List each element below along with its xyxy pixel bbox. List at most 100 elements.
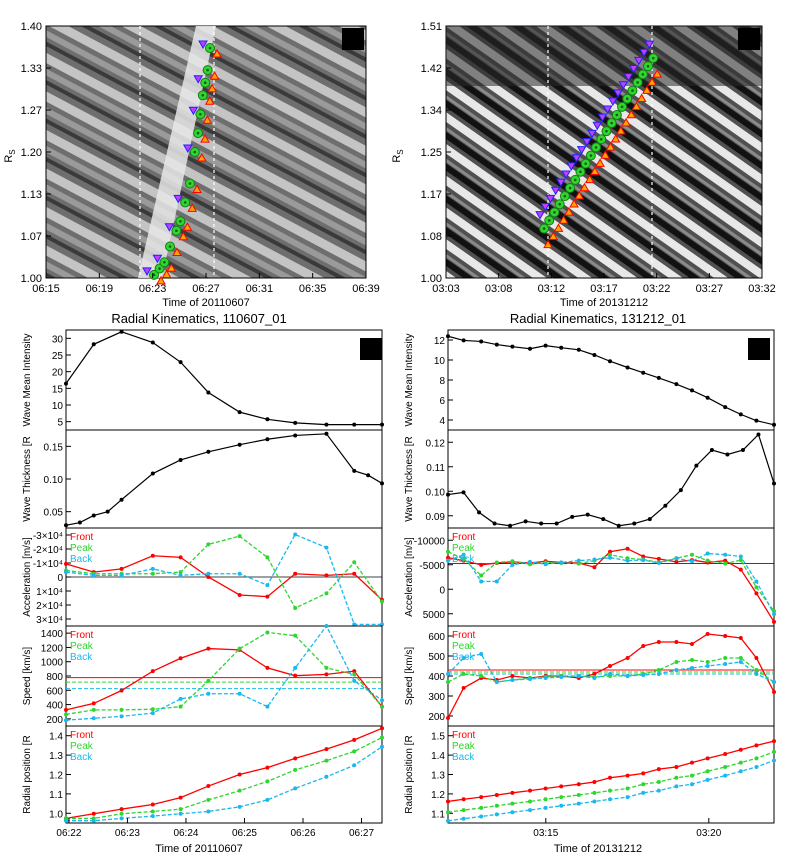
peak-point — [352, 560, 357, 565]
front-point — [479, 562, 484, 567]
x-tick-label: 03:32 — [748, 283, 776, 295]
peak-marker-dot — [599, 137, 603, 141]
peak-point — [352, 749, 357, 754]
front-point — [608, 664, 613, 668]
back-point — [206, 691, 211, 696]
front-point — [352, 737, 357, 742]
y-tick-label: 1.33 — [21, 63, 42, 75]
intensity-point — [527, 346, 532, 351]
peak-point — [723, 764, 728, 769]
peak-point — [705, 769, 710, 774]
back-point — [91, 573, 96, 578]
back-point — [656, 561, 661, 566]
peak-point — [723, 561, 728, 566]
x-tick-label: 06:27 — [349, 828, 374, 839]
front-point — [674, 764, 679, 769]
peak-point — [446, 810, 450, 815]
back-point — [293, 786, 298, 791]
y-tick-label: 2×10⁴ — [36, 601, 63, 612]
back-point — [527, 677, 532, 681]
legend-back: Back — [70, 752, 93, 763]
back-line — [65, 624, 383, 721]
peak-point — [754, 585, 759, 590]
back-point — [237, 691, 242, 696]
back-marker — [198, 40, 208, 50]
peak-point — [723, 656, 728, 660]
back-marker — [644, 40, 655, 50]
back-point — [510, 810, 515, 815]
peak-marker-dot — [542, 227, 546, 230]
back-point — [324, 545, 329, 550]
x-tick-label: 06:23 — [115, 828, 140, 839]
back-point — [446, 558, 450, 563]
panel-b-letter: B — [744, 32, 755, 49]
front-marker — [647, 77, 657, 86]
peak-marker-dot — [568, 186, 572, 190]
x-tick-label: 03:08 — [485, 283, 513, 295]
x-tick-label: 06:31 — [246, 283, 274, 295]
y-tick-label: 10 — [434, 356, 446, 367]
y-tick-label: 1.27 — [21, 105, 42, 117]
thickness-point — [539, 521, 544, 526]
front-point — [754, 656, 759, 660]
thickness-point — [570, 514, 575, 519]
peak-line — [65, 535, 383, 609]
thickness-point — [77, 520, 82, 525]
front-marker — [641, 85, 652, 94]
peak-point — [690, 552, 695, 557]
back-point — [446, 818, 450, 823]
peak-point — [479, 573, 484, 578]
peak-point — [178, 807, 183, 812]
front-point — [446, 555, 450, 560]
y-tick-label: 1.4 — [49, 732, 63, 743]
front-point — [625, 773, 630, 778]
front-marker — [605, 142, 616, 151]
front-point — [723, 634, 728, 638]
back-marker — [618, 81, 629, 90]
x-tick-label: 03:15 — [533, 828, 558, 839]
front-marker — [543, 239, 553, 249]
intensity-point — [674, 382, 679, 387]
y-tick-label: 1.1 — [431, 809, 445, 820]
back-point — [479, 579, 484, 584]
peak-point — [91, 707, 96, 712]
y-tick-label: 1.07 — [21, 231, 42, 243]
x-tick-label: 06:19 — [86, 283, 114, 295]
back-point — [352, 678, 357, 683]
y-tick-label: 300 — [428, 692, 445, 703]
peak-marker-dot — [152, 273, 156, 277]
front-point — [293, 756, 298, 761]
front-point — [772, 690, 776, 694]
peak-point — [559, 795, 564, 800]
thickness-point — [616, 523, 621, 528]
back-point — [293, 665, 298, 670]
y-tick-label: 20 — [52, 368, 64, 379]
back-point — [479, 814, 484, 819]
intensity-point — [237, 410, 242, 415]
back-marker — [545, 194, 556, 204]
peak-marker-dot — [203, 81, 207, 84]
speed-ylabel: Speed [km/s] — [404, 647, 415, 706]
front-marker — [166, 263, 177, 272]
front-point — [754, 743, 759, 748]
thickness-point — [324, 431, 329, 436]
y-tick-label: 8 — [439, 376, 445, 387]
front-marker — [558, 215, 569, 224]
back-point — [592, 799, 597, 804]
front-point — [119, 566, 124, 571]
back-point — [119, 573, 124, 578]
peak-point — [510, 559, 515, 564]
front-point — [690, 642, 695, 646]
back-point — [178, 573, 183, 578]
y-tick-label: 1.2 — [49, 771, 63, 782]
legend-back: Back — [452, 652, 475, 663]
peak-point — [178, 570, 183, 575]
peak-point — [479, 674, 484, 678]
x-tick-label: 06:24 — [173, 828, 198, 839]
back-point — [656, 788, 661, 793]
peak-point — [178, 704, 183, 709]
front-point — [592, 672, 597, 676]
back-point — [150, 566, 155, 571]
back-point — [592, 676, 597, 680]
y-tick-label: 1.20 — [21, 147, 42, 159]
